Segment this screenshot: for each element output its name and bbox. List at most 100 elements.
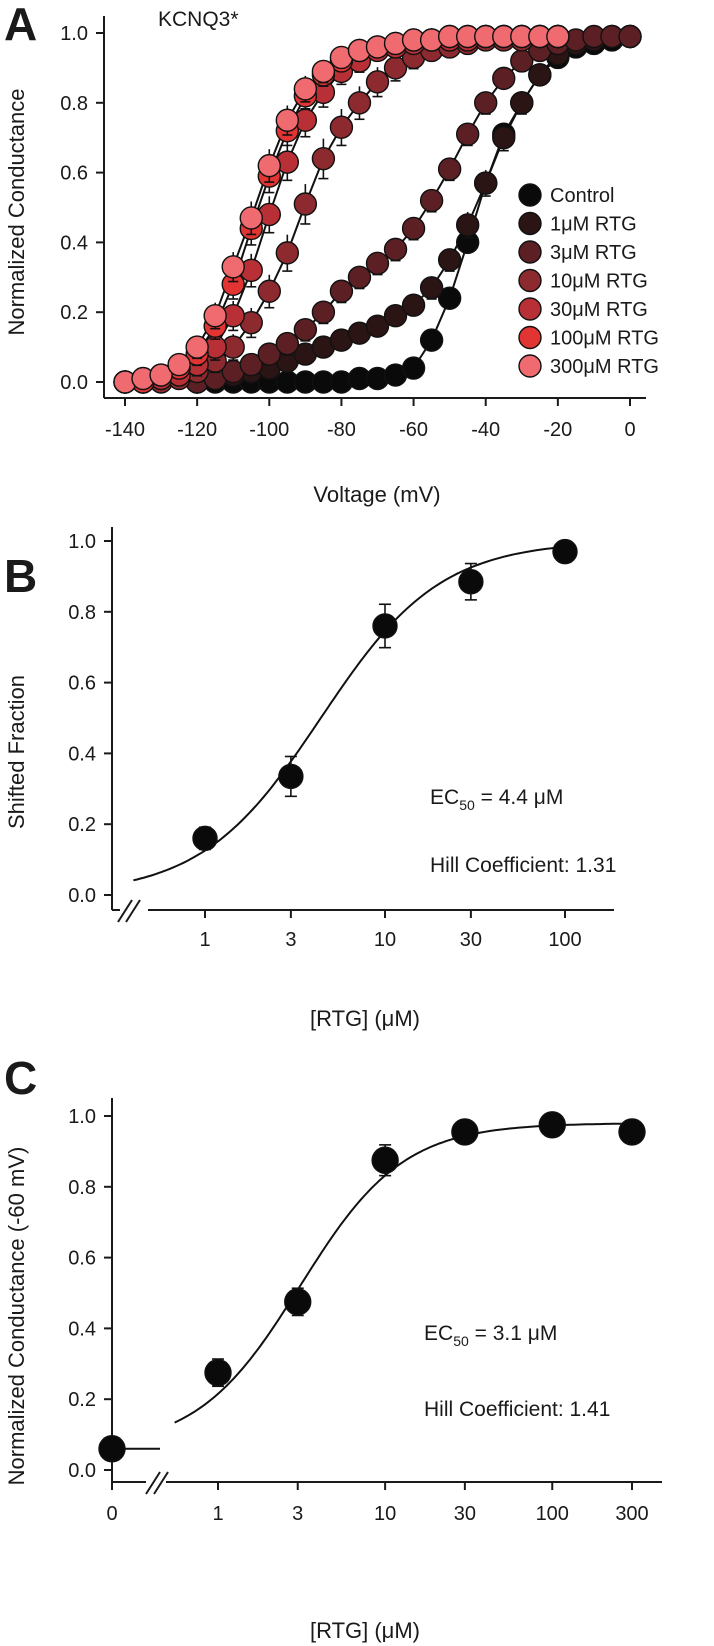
data-point xyxy=(437,286,462,310)
chart-a-axes xyxy=(103,16,646,399)
panel-c: C 0 1 3 10 30 100 300 0.0 0.2 0.4 0.6 0.8 1.0 EC50 … xyxy=(4,1052,662,1643)
data-point xyxy=(257,342,281,366)
chart-c-ec50-prefix: EC xyxy=(424,1322,453,1345)
chart-c-ec50-subscript: 50 xyxy=(453,1333,469,1349)
chart-a-title: KCNQ3* xyxy=(158,8,239,31)
x-tick-label: 100 xyxy=(536,1503,569,1525)
chart-c-x-ticks: 0 1 3 10 30 100 300 xyxy=(106,1482,649,1525)
data-point xyxy=(257,153,281,178)
chart-a-x-ticks: -140 -120 -100 -80 -60 -40 -20 0 xyxy=(105,398,636,441)
data-point xyxy=(492,125,516,150)
y-tick-label: 0.2 xyxy=(68,814,96,836)
data-point xyxy=(204,1358,232,1387)
panel-b: B 1 3 10 30 100 0.0 0.2 0.4 0.6 0.8 1.0 EC50 = 4.… xyxy=(4,527,616,1031)
y-tick-label: 0.4 xyxy=(68,1318,96,1340)
chart-b-y-axis-label: Shifted Fraction xyxy=(4,675,29,829)
data-point xyxy=(458,569,484,595)
data-point xyxy=(329,115,354,139)
data-point xyxy=(383,237,408,262)
y-tick-label: 0.4 xyxy=(68,743,96,765)
y-tick-label: 0.8 xyxy=(68,602,96,624)
chart-c-y-axis-label: Normalized Conductance (-60 mV) xyxy=(4,1147,29,1486)
chart-b-x-ticks: 1 3 10 30 100 xyxy=(199,910,582,951)
legend-label: 30μM RTG xyxy=(550,299,648,321)
data-point xyxy=(455,213,480,237)
x-tick-label: -40 xyxy=(471,419,500,441)
legend-label: 100μM RTG xyxy=(550,328,659,350)
y-tick-label: 0.0 xyxy=(68,1460,96,1482)
chart-b-hill-annotation: Hill Coefficient: 1.31 xyxy=(430,854,616,877)
x-tick-label: 100 xyxy=(548,929,581,951)
legend-marker xyxy=(518,268,542,293)
y-tick-label: 0.8 xyxy=(60,93,88,115)
data-point xyxy=(455,122,480,146)
x-tick-label: 0 xyxy=(624,419,635,441)
y-tick-label: 0.2 xyxy=(68,1389,96,1411)
data-point xyxy=(284,1288,312,1316)
data-point xyxy=(546,24,570,49)
data-point xyxy=(275,241,300,265)
chart-b-x-axis-label: [RTG] (μM) xyxy=(310,1006,420,1031)
chart-c-axes xyxy=(111,1098,662,1495)
data-point xyxy=(552,538,578,565)
chart-c-hill-annotation: Hill Coefficient: 1.41 xyxy=(424,1398,610,1421)
y-tick-label: 0.4 xyxy=(60,232,88,254)
data-point xyxy=(239,206,263,230)
y-tick-label: 1.0 xyxy=(68,531,96,553)
x-tick-label: 3 xyxy=(285,929,296,951)
data-point xyxy=(365,314,390,338)
data-point xyxy=(239,352,263,377)
data-point xyxy=(474,171,498,195)
chart-b-ec50-value: = 4.4 μM xyxy=(475,786,564,809)
data-point xyxy=(185,335,209,359)
data-point xyxy=(221,255,245,279)
data-point xyxy=(257,279,281,303)
data-point xyxy=(383,303,408,328)
panel-letter-a: A xyxy=(4,0,37,50)
data-point xyxy=(293,77,318,101)
chart-b-y-ticks: 0.0 0.2 0.4 0.6 0.8 1.0 xyxy=(68,531,112,907)
data-point xyxy=(474,91,498,115)
x-tick-label: -120 xyxy=(177,419,217,441)
x-tick-label: 1 xyxy=(199,929,210,951)
data-point xyxy=(538,1111,566,1139)
data-point xyxy=(275,108,300,132)
chart-a-y-axis-label: Normalized Conductance xyxy=(4,88,29,335)
data-point xyxy=(311,146,336,171)
chart-a-y-ticks: 0.0 0.2 0.4 0.6 0.8 1.0 xyxy=(60,23,104,394)
data-point xyxy=(149,363,173,387)
y-tick-label: 0.6 xyxy=(60,163,88,185)
chart-c-ec50-annotation: EC50 = 3.1 μM xyxy=(424,1322,557,1349)
data-point xyxy=(365,70,390,94)
chart-b-ec50-prefix: EC xyxy=(430,786,459,809)
control-data-point xyxy=(98,1435,126,1463)
data-point xyxy=(372,613,398,639)
axis-break-mark xyxy=(153,1471,169,1495)
data-point xyxy=(347,265,372,289)
x-tick-label: 3 xyxy=(292,1503,303,1525)
chart-b-ec50-subscript: 50 xyxy=(459,797,475,813)
chart-c-points xyxy=(98,1111,646,1463)
x-tick-label: 300 xyxy=(615,1503,648,1525)
x-tick-label: 0 xyxy=(106,1503,117,1525)
data-point xyxy=(419,188,444,213)
data-point xyxy=(401,216,426,241)
legend-label: 10μM RTG xyxy=(550,271,648,293)
data-point xyxy=(329,279,354,303)
data-point xyxy=(365,251,390,276)
legend-marker xyxy=(518,297,542,321)
data-point xyxy=(347,91,372,115)
axis-break-mark xyxy=(125,899,141,923)
data-point xyxy=(311,300,336,324)
data-point xyxy=(419,276,444,300)
y-tick-label: 0.8 xyxy=(68,1177,96,1199)
panel-a: A KCNQ3* -140 -120 -100 -80 -60 -40 -20 0 0.00.… xyxy=(4,0,659,507)
data-point xyxy=(401,293,426,317)
x-tick-label: -20 xyxy=(543,419,572,441)
data-point xyxy=(278,763,304,790)
data-point xyxy=(419,328,444,352)
x-tick-label: 30 xyxy=(454,1503,476,1525)
chart-b-ec50-annotation: EC50 = 4.4 μM xyxy=(430,786,563,813)
data-point xyxy=(618,1118,646,1146)
data-point xyxy=(293,192,318,216)
